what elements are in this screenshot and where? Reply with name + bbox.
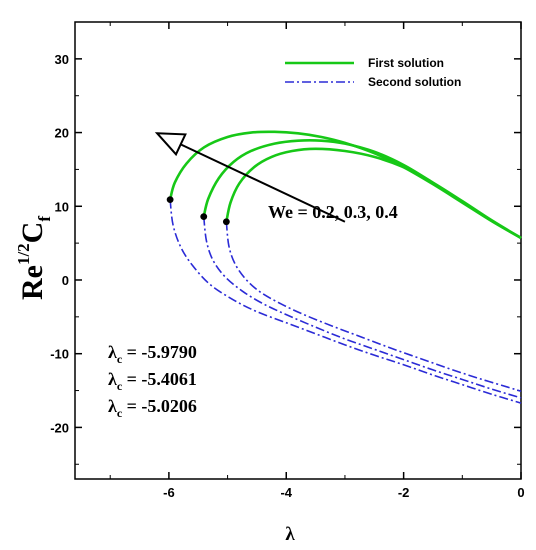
second-solution-line — [202, 216, 522, 399]
y-axis-label-main: Re — [16, 265, 49, 300]
legend: First solution Second solution — [285, 56, 461, 89]
lambda-c-annotation: λc = -5.4061 — [108, 369, 197, 393]
x-tick-label: -2 — [398, 485, 410, 500]
x-axis-label: λ — [285, 524, 295, 545]
critical-point-marker — [222, 218, 230, 226]
arrow-label: We = 0.2, 0.3, 0.4 — [268, 202, 398, 222]
y-axis-label: Re1/2Cf — [14, 216, 54, 300]
y-tick-label: 0 — [62, 273, 69, 288]
first-solution-line — [168, 130, 522, 240]
legend-label-first-solution: First solution — [368, 56, 444, 70]
lambda-c-annotation: λc = -5.9790 — [108, 342, 197, 366]
svg-text:Re1/2Cf: Re1/2Cf — [14, 216, 54, 300]
lambda-c-annotation: λc = -5.0206 — [108, 396, 197, 420]
first-solution-line — [225, 147, 522, 240]
critical-point-markers — [166, 196, 230, 226]
y-tick-label: -10 — [50, 347, 69, 362]
x-tick-label: -4 — [280, 485, 292, 500]
legend-label-second-solution: Second solution — [368, 75, 461, 89]
x-tick-label: -6 — [163, 485, 175, 500]
y-axis-label-sup: 1/2 — [14, 243, 33, 265]
critical-point-marker — [166, 196, 174, 204]
y-axis-label-sub: f — [35, 216, 54, 222]
plot-frame — [74, 21, 522, 480]
y-axis-label-c: C — [16, 222, 49, 244]
critical-point-marker — [200, 213, 208, 220]
y-tick-label: 30 — [55, 52, 69, 67]
y-tick-label: 10 — [55, 199, 69, 214]
y-tick-label: -20 — [50, 420, 69, 435]
lambda-c-annotations: λc = -5.9790 λc = -5.4061 λc = -5.0206 — [108, 342, 197, 420]
y-tick-label: 20 — [55, 126, 69, 141]
second-solution-line — [169, 199, 522, 404]
x-tick-label: 0 — [517, 485, 524, 500]
arrow-head — [154, 132, 187, 157]
direction-arrow — [154, 132, 346, 223]
second-solution-line — [225, 221, 522, 393]
series-layer — [168, 130, 522, 404]
arrow-shaft — [180, 143, 346, 223]
